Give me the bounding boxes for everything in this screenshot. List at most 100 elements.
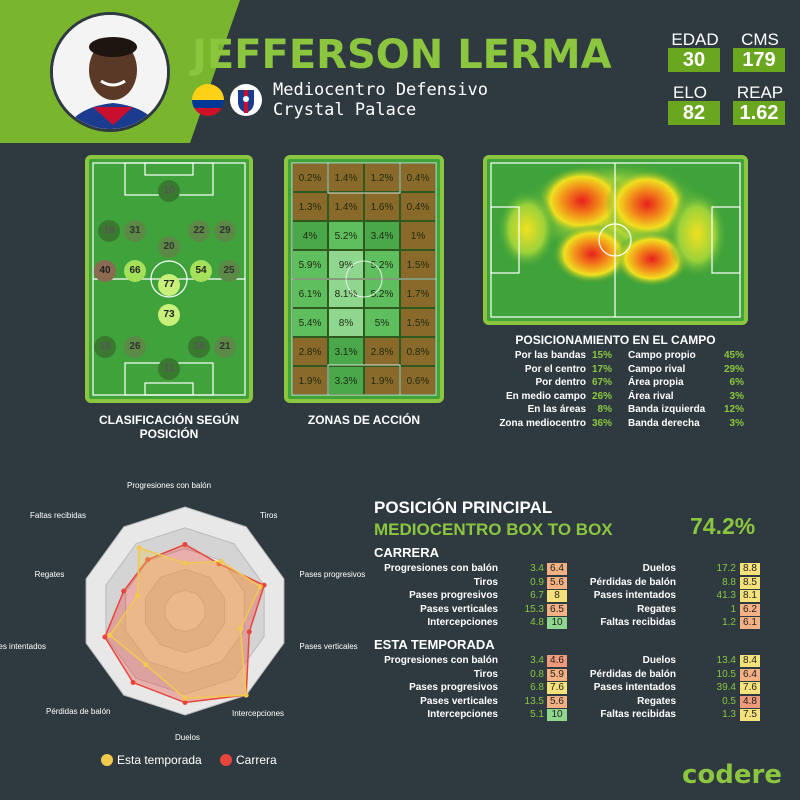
stat-value: 13.4 [716, 655, 736, 666]
classification-pitch: 10 16 31 22 29 20 40 66 54 25 77 73 19 26 18 21 11 [85, 155, 253, 403]
stat-value: 4.8 [530, 617, 544, 628]
stat-label: Faltas recibidas [600, 617, 676, 628]
positioning-value: 45% [723, 350, 744, 361]
zone-cell: 1.3% [292, 192, 328, 221]
classification-badge: 11 [158, 358, 180, 380]
stat-rank: 7.6 [547, 682, 567, 694]
classification-badge: 31 [124, 220, 146, 242]
stat-value: 6.8 [530, 682, 544, 693]
stat-rank: 4.6 [547, 655, 567, 667]
stat-value: 3.4 [530, 563, 544, 574]
positioning-value: 12% [723, 404, 744, 415]
positioning-label: Por el centro [524, 363, 586, 375]
positioning-label: Campo propio [628, 350, 696, 361]
stat-label: Tiros [473, 668, 498, 680]
stat-label: Duelos [642, 563, 676, 574]
radar-point-career [182, 700, 188, 706]
radar-point-season [182, 560, 188, 566]
radar-point-career [261, 582, 267, 588]
radar-axis-label: Regates [34, 569, 65, 579]
legend-season: Esta temporada [117, 753, 202, 767]
legend-career-dot [220, 754, 232, 766]
zone-cell: 1.6% [364, 192, 400, 221]
classification-badge: 18 [188, 336, 210, 358]
radar-point-career [246, 629, 252, 635]
stat-rank: 6.1 [740, 617, 760, 629]
stat-rank: 6.2 [740, 603, 760, 616]
radar-point-career [121, 588, 127, 594]
radar-chart [0, 488, 370, 738]
zone-cell: 5% [364, 308, 400, 337]
career-title: CARRERA [374, 545, 439, 560]
stat-value-height: 179 [733, 48, 785, 72]
positioning-label: Banda izquierda [628, 404, 706, 415]
classification-badge: 16 [98, 220, 120, 242]
main-position-pct: 74.2% [690, 513, 756, 539]
stat-value-reap: 1.62 [733, 101, 785, 125]
classification-badge: 21 [214, 336, 236, 358]
main-position-role: MEDIOCENTRO BOX TO BOX [374, 520, 613, 539]
stat-value: 8.8 [722, 576, 736, 588]
positioning-value: 17% [591, 363, 612, 375]
positioning-value: 3% [729, 390, 744, 402]
positioning-label: Área rival [628, 390, 674, 402]
radar-axis-label: Tiros [260, 510, 278, 520]
positioning-value: 29% [723, 363, 744, 375]
stat-value: 15.3 [524, 603, 544, 615]
codere-logo: codere [682, 760, 782, 790]
positioning-label: Banda derecha [628, 417, 700, 429]
positioning-value: 15% [591, 350, 612, 361]
stat-label: Faltas recibidas [600, 709, 676, 720]
stat-value: 5.1 [530, 709, 544, 720]
zone-cell: 8% [328, 308, 364, 337]
heatmap-pitch [483, 155, 748, 325]
stat-rank: 6.4 [740, 668, 760, 681]
radar-axis-label: Pérdidas de balón [45, 707, 111, 717]
stat-rank: 7.6 [740, 682, 760, 694]
stat-label-height: CMS [741, 30, 779, 49]
stat-label: Pases intentados [593, 682, 676, 693]
positioning-value: 8% [597, 404, 612, 415]
stat-label: Pases progresivos [409, 682, 498, 693]
classification-badge: 77 [158, 274, 180, 296]
stat-value: 3.4 [530, 655, 544, 666]
positioning-value: 26% [591, 390, 612, 402]
zone-cell: 1.9% [364, 366, 400, 395]
radar-point-season [218, 558, 224, 564]
stat-label: Duelos [642, 655, 676, 666]
stat-rank: 6.4 [547, 563, 567, 575]
stat-rank: 8.4 [740, 655, 760, 667]
stat-value-age: 30 [668, 48, 720, 72]
zone-cell: 2.8% [292, 337, 328, 366]
stat-rank: 10 [547, 617, 567, 629]
stat-label-elo: ELO [672, 83, 708, 102]
zone-cell: 1.5% [400, 250, 436, 279]
stat-rank: 4.8 [740, 695, 760, 708]
classification-badge: 25 [218, 260, 240, 282]
radar-axis-label: Pases verticales [299, 642, 358, 652]
player-position: Mediocentro Defensivo [273, 80, 488, 100]
radar-axis-label: Pases intentados [0, 642, 46, 652]
positioning-label: Área propia [628, 377, 684, 388]
radar-axis-label: Faltas recibidas [29, 510, 87, 520]
stat-label-reap: REAP [736, 83, 784, 102]
radar-point-career [130, 680, 136, 686]
positioning-title: POSICIONAMIENTO EN EL CAMPO [515, 333, 716, 347]
positioning-label: Campo rival [628, 363, 686, 375]
positioning-label: Zona mediocentro [499, 417, 586, 429]
stat-label: Pases intentados [593, 590, 676, 601]
zone-cell: 5.4% [292, 308, 328, 337]
stat-label: Progresiones con balón [384, 655, 498, 666]
stat-label: Pérdidas de balón [589, 576, 676, 588]
stat-value: 39.4 [716, 682, 736, 693]
radar-grid-ring [164, 589, 206, 633]
stat-value: 41.3 [716, 590, 736, 601]
stat-rank: 5.6 [547, 576, 567, 589]
stat-value: 1.2 [722, 617, 736, 628]
classification-badge: 73 [158, 304, 180, 326]
radar-point-career [145, 557, 151, 563]
stat-value: 17.2 [716, 563, 736, 574]
stat-value: 10.5 [716, 668, 736, 680]
radar-point-season [136, 545, 142, 551]
radar-axis-label: Pases progresivos [299, 569, 366, 579]
